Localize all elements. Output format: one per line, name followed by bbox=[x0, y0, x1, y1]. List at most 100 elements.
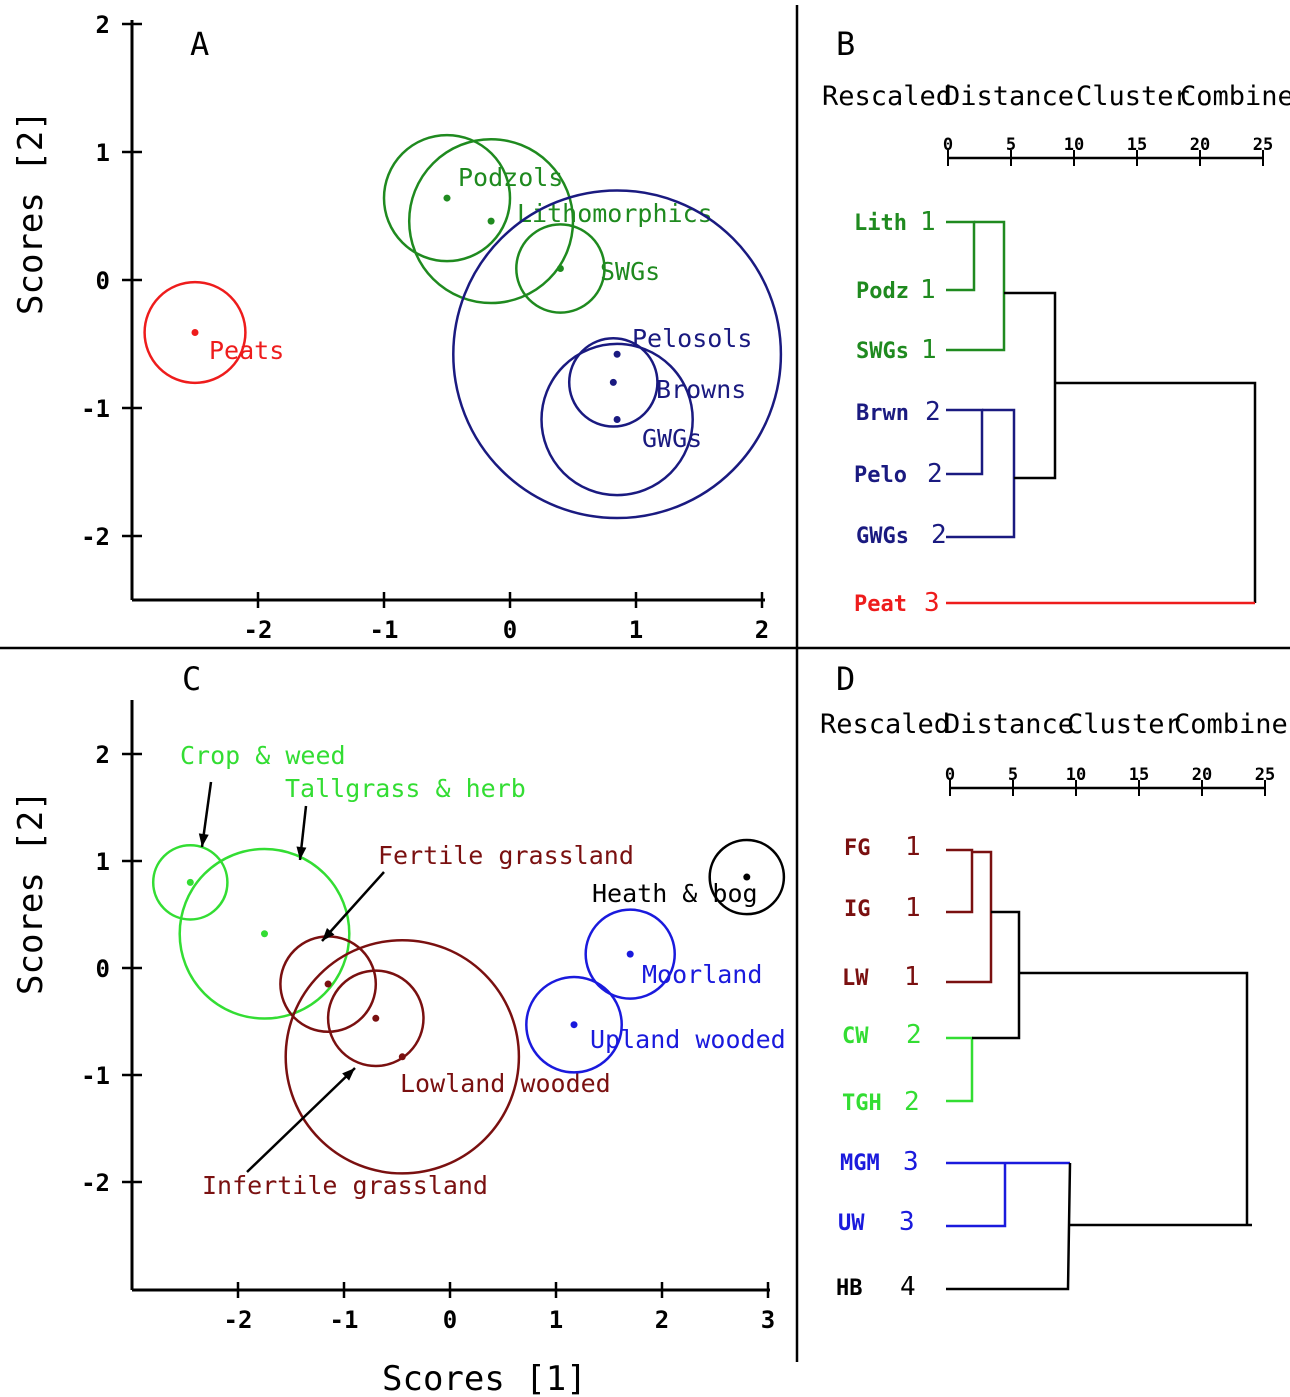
y-tick-label: 1 bbox=[96, 848, 110, 876]
y-tick-label: -1 bbox=[81, 395, 110, 423]
dendro-title-word: Combine bbox=[1174, 709, 1288, 740]
point-label-lowland-wooded: Lowland wooded bbox=[400, 1069, 611, 1098]
leaf-label-podz: Podz bbox=[856, 279, 909, 304]
dendro-branch bbox=[1019, 971, 1249, 1225]
group-circle-browns bbox=[567, 337, 659, 428]
group-circle-gwgs bbox=[540, 342, 694, 497]
x-tick-label: 0 bbox=[443, 1306, 457, 1334]
leaf-cluster-hb: 4 bbox=[900, 1272, 916, 1302]
point-lithomorphics bbox=[487, 217, 495, 225]
x-tick-label: -2 bbox=[224, 1306, 253, 1334]
dendro-branch bbox=[946, 1036, 974, 1103]
distance-scale-label: 15 bbox=[1127, 135, 1147, 155]
distance-scale-label: 5 bbox=[1006, 135, 1016, 155]
leaf-label-pelo: Pelo bbox=[854, 463, 907, 488]
dendro-title-word: Rescaled bbox=[822, 81, 952, 112]
point-gwgs bbox=[613, 416, 621, 424]
group-circle-upland-wooded bbox=[525, 975, 623, 1074]
leaf-cluster-gwgs: 2 bbox=[931, 520, 947, 550]
leaf-label-uw: UW bbox=[838, 1211, 865, 1236]
dendro-branch bbox=[946, 220, 1006, 352]
point-label-moorland: Moorland bbox=[642, 960, 762, 989]
leaf-label-brwn: Brwn bbox=[856, 401, 909, 426]
point-podzols bbox=[443, 194, 451, 202]
y-tick-label: 2 bbox=[96, 11, 110, 39]
group-circle-pelosols bbox=[452, 189, 783, 520]
leaf-cluster-uw: 3 bbox=[899, 1207, 915, 1237]
x-tick-label: -2 bbox=[244, 616, 273, 644]
dendro-branch bbox=[946, 220, 976, 292]
distance-scale-label: 5 bbox=[1008, 765, 1018, 785]
panel-letter-c: C bbox=[182, 660, 201, 698]
y-tick-label: -2 bbox=[81, 1169, 110, 1197]
group-circle-infertile-grassland bbox=[326, 969, 425, 1068]
leader-line bbox=[321, 871, 385, 942]
leaf-cluster-mgm: 3 bbox=[903, 1147, 919, 1177]
x-tick-label: 0 bbox=[503, 616, 517, 644]
panel-letter-d: D bbox=[836, 660, 855, 698]
y-tick-label: 0 bbox=[96, 267, 110, 295]
group-circle-moorland bbox=[584, 908, 676, 1000]
leaf-label-gwgs: GWGs bbox=[856, 524, 909, 549]
dendro-title-word: Cluster bbox=[1067, 709, 1181, 740]
dendro-title-word: Cluster bbox=[1076, 81, 1190, 112]
dendro-branch bbox=[1055, 381, 1257, 603]
panel-letter-b: B bbox=[836, 25, 855, 63]
point-label-gwgs: GWGs bbox=[642, 424, 702, 453]
leaf-cluster-brwn: 2 bbox=[925, 397, 941, 427]
point-tallgrass-herb bbox=[261, 930, 268, 938]
leaf-label-lith: Lith bbox=[854, 211, 907, 236]
dendro-title-word: Rescaled bbox=[820, 709, 950, 740]
distance-scale-label: 0 bbox=[945, 765, 955, 785]
point-crop-weed bbox=[186, 878, 194, 886]
group-circle-swgs bbox=[515, 223, 606, 314]
point-infertile-grassland bbox=[372, 1014, 380, 1022]
distance-scale-label: 25 bbox=[1253, 135, 1273, 155]
point-label-peats: Peats bbox=[209, 336, 284, 365]
point-browns bbox=[609, 378, 617, 386]
x-tick-label: 2 bbox=[655, 1306, 669, 1334]
dendro-branch bbox=[946, 408, 984, 476]
distance-scale-label: 25 bbox=[1255, 765, 1275, 785]
leaf-cluster-swgs: 1 bbox=[921, 335, 937, 365]
point-label-podzols: Podzols bbox=[458, 163, 563, 192]
dendro-branch bbox=[946, 1163, 1007, 1228]
x-tick-label: 2 bbox=[755, 616, 769, 644]
leaf-label-peat: Peat bbox=[854, 592, 907, 617]
y-axis-title-a: Scores [2] bbox=[11, 110, 51, 315]
dendro-branch bbox=[946, 850, 993, 984]
leaf-label-lw: LW bbox=[842, 966, 869, 991]
point-moorland bbox=[626, 950, 634, 958]
point-label-swgs: SWGs bbox=[600, 257, 660, 286]
leaf-cluster-pelo: 2 bbox=[927, 459, 943, 489]
leaf-label-swgs: SWGs bbox=[856, 339, 909, 364]
dendro-title-word: Combine bbox=[1180, 81, 1290, 112]
group-circle-tallgrass-herb bbox=[178, 847, 351, 1020]
point-label-browns: Browns bbox=[656, 375, 746, 404]
dendro-title-word: Distance bbox=[944, 709, 1074, 740]
point-peats bbox=[191, 328, 199, 336]
group-circle-podzols bbox=[382, 133, 512, 263]
leaf-cluster-peat: 3 bbox=[924, 588, 940, 618]
y-tick-label: -2 bbox=[81, 523, 110, 551]
scatter-panel-c: -2 -1 0 1 2 3 2 1 0 -1 -2 Crop & weed Tallgrass & he… bbox=[81, 700, 786, 1334]
distance-scale-label: 10 bbox=[1066, 765, 1086, 785]
y-tick-label: 1 bbox=[96, 139, 110, 167]
leaf-label-cw: CW bbox=[842, 1024, 869, 1049]
group-circle-peats bbox=[143, 280, 247, 385]
x-tick-label: -1 bbox=[330, 1306, 359, 1334]
point-label-fertile-grassland: Fertile grassland bbox=[378, 841, 634, 870]
panel-letter-a: A bbox=[190, 25, 209, 63]
point-label-infertile-grassland: Infertile grassland bbox=[202, 1171, 488, 1200]
x-axis-title-c: Scores [1] bbox=[382, 1359, 587, 1397]
point-label-upland-wooded: Upland wooded bbox=[590, 1025, 786, 1054]
point-label-tallgrass-herb: Tallgrass & herb bbox=[285, 774, 526, 803]
leaf-cluster-tgh: 2 bbox=[904, 1087, 920, 1117]
dendro-branch bbox=[946, 1162, 1072, 1291]
scatter-panel-a: -2 -1 0 1 2210-1-2PeatsPodzolsLithomorphicsS… bbox=[81, 11, 783, 644]
distance-scale-label: 0 bbox=[943, 135, 953, 155]
x-tick-label: 3 bbox=[761, 1306, 775, 1334]
point-upland-wooded bbox=[570, 1021, 578, 1029]
leaf-label-ig: IG bbox=[844, 897, 871, 922]
